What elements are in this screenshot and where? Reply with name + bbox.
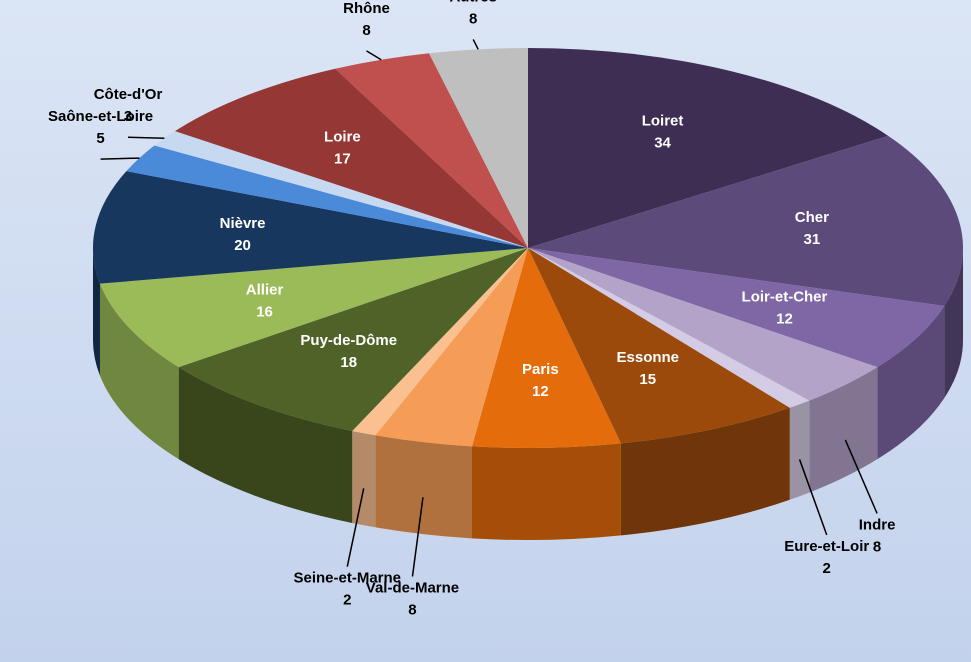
slice <box>528 48 889 248</box>
leader-line <box>844 439 878 514</box>
slice-label: Loire <box>324 128 361 145</box>
slice <box>99 248 528 368</box>
leader-line <box>472 39 479 50</box>
slice-value: 20 <box>234 237 251 254</box>
slice-side <box>375 435 472 539</box>
slice-value: 12 <box>776 310 793 327</box>
slice-side-shade <box>789 400 810 500</box>
slice-side-shade <box>809 367 878 493</box>
slice-value: 8 <box>873 538 881 555</box>
slice <box>528 248 945 368</box>
slice-side <box>944 248 963 398</box>
slice-label: Paris <box>522 361 559 378</box>
slice-side-shade <box>877 305 945 460</box>
leader-line <box>127 136 165 139</box>
slice-label: Saône-et-Loire <box>48 108 153 125</box>
slice-label: Eure-et-Loir <box>784 538 869 555</box>
slice-side <box>809 367 878 493</box>
slice-label: Allier <box>246 281 284 298</box>
leader-line <box>346 488 365 567</box>
slice-value: 15 <box>639 371 656 388</box>
slice-side <box>99 283 179 460</box>
slice <box>352 248 528 436</box>
slice-side <box>789 400 810 500</box>
slice-label: Côte-d'Or <box>94 86 163 103</box>
slice-value: 2 <box>343 592 351 609</box>
slice-side-shade <box>93 248 100 376</box>
slice <box>178 248 528 431</box>
slice-value: 16 <box>256 303 273 320</box>
slice-side <box>877 305 945 460</box>
slice-label: Autres <box>449 0 497 5</box>
slice <box>174 68 529 248</box>
slice-side <box>178 367 353 523</box>
slice-value: 3 <box>124 108 132 125</box>
slice <box>154 131 528 248</box>
leader-line <box>100 157 140 160</box>
slice <box>528 135 964 306</box>
slice-label: Loiret <box>642 112 684 129</box>
slice-value: 31 <box>804 231 821 248</box>
leader-line <box>366 50 382 61</box>
slice <box>429 48 528 248</box>
slice <box>528 248 878 401</box>
slice-value: 34 <box>654 134 671 151</box>
slice <box>375 248 528 447</box>
slice-label: Seine-et-Marne <box>294 570 402 587</box>
slice-side <box>352 430 376 528</box>
slice-label: Essonne <box>617 349 680 366</box>
slice-label: Nièvre <box>220 215 266 232</box>
slice-value: 8 <box>362 22 370 39</box>
slice <box>528 248 790 444</box>
leader-line <box>411 497 424 577</box>
slice-value: 17 <box>334 150 351 167</box>
slice-side-shade <box>944 248 963 398</box>
slice-side-shade <box>471 443 621 541</box>
slice-label: Val-de-Marne <box>366 579 459 596</box>
slice-side-shade <box>620 407 790 536</box>
slice-label: Loir-et-Cher <box>742 288 828 305</box>
slice-value: 5 <box>96 130 104 147</box>
slice-label: Rhône <box>343 0 390 17</box>
slice-side-shade <box>178 367 353 523</box>
slice-side-shade <box>99 283 179 460</box>
slice-value: 12 <box>532 383 549 400</box>
slice-value: 8 <box>408 601 416 618</box>
slice-value: 2 <box>823 560 831 577</box>
slice <box>528 248 810 408</box>
slice-side <box>620 407 790 536</box>
slice-side <box>471 443 621 541</box>
slice-label: Puy-de-Dôme <box>300 332 397 349</box>
slice-value: 18 <box>340 354 357 371</box>
slice-side-shade <box>352 430 376 528</box>
slice-side <box>93 248 100 376</box>
slice-label: Indre <box>859 516 896 533</box>
slice-label: Cher <box>795 209 829 226</box>
leader-line <box>798 459 828 536</box>
slice <box>471 248 621 449</box>
slice-value: 8 <box>469 10 477 27</box>
slice-side-shade <box>375 435 472 539</box>
slice <box>126 145 528 248</box>
slice <box>335 53 528 248</box>
slice <box>92 171 528 284</box>
